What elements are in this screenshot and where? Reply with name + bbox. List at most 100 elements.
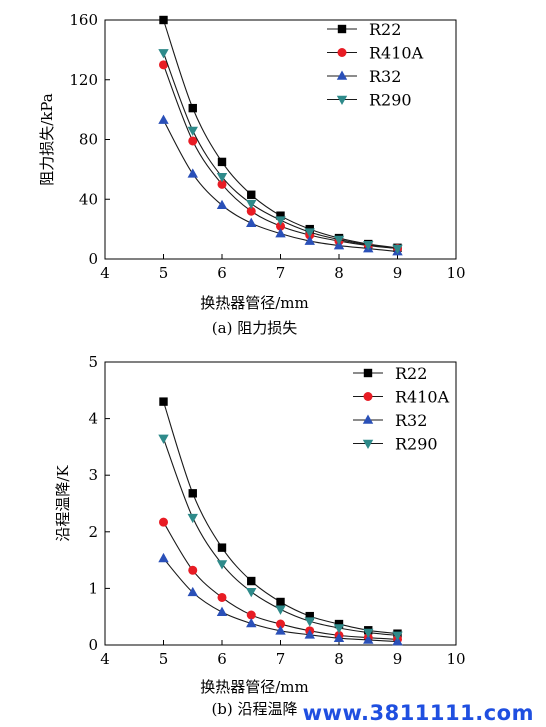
y-tick-label: 0 xyxy=(88,636,98,654)
data-point-r22 xyxy=(247,576,256,586)
data-point-r32 xyxy=(187,168,198,178)
data-point-r32 xyxy=(275,625,286,635)
x-tick-label: 10 xyxy=(446,264,465,282)
figure-caption: (a) 阻力损失 xyxy=(212,319,297,337)
data-point-r22 xyxy=(217,543,227,552)
data-point-r290 xyxy=(216,560,228,570)
data-point-r32 xyxy=(216,199,228,210)
data-point-r22 xyxy=(247,190,256,199)
legend-label-r32: R32 xyxy=(369,67,401,86)
data-point-r290 xyxy=(187,513,198,524)
legend-marker-r32 xyxy=(336,70,348,80)
data-point-r290 xyxy=(333,235,345,246)
legend-label-r410a: R410A xyxy=(395,388,450,407)
legend-label-r22: R22 xyxy=(395,364,427,383)
legend-label-r22: R22 xyxy=(369,20,401,39)
x-tick-label: 6 xyxy=(217,650,227,668)
x-tick-label: 8 xyxy=(334,264,344,282)
data-point-r290 xyxy=(333,624,345,634)
x-tick-label: 5 xyxy=(159,650,169,668)
x-axis-label: 换热器管径/mm xyxy=(200,294,309,312)
y-tick-label: 40 xyxy=(79,190,98,208)
data-point-r22 xyxy=(188,489,197,498)
data-point-r290 xyxy=(246,199,257,210)
data-point-r410a xyxy=(159,517,168,527)
figure-caption: (b) 沿程温降 xyxy=(211,700,297,718)
data-point-r290 xyxy=(275,216,286,226)
y-tick-label: 3 xyxy=(88,466,98,484)
legend-label-r290: R290 xyxy=(369,91,412,110)
data-point-r290 xyxy=(187,126,198,137)
data-point-r410a xyxy=(276,619,285,629)
data-point-r410a xyxy=(246,610,256,620)
data-point-r22 xyxy=(276,597,285,607)
data-point-r410a xyxy=(188,565,198,575)
y-tick-label: 5 xyxy=(88,353,98,371)
y-axis-label: 沿程温降/K xyxy=(54,465,72,542)
y-tick-label: 160 xyxy=(69,11,98,29)
data-point-r32 xyxy=(363,634,374,644)
legend-label-r290: R290 xyxy=(395,435,438,454)
data-point-r22 xyxy=(217,157,227,167)
data-point-r32 xyxy=(275,228,286,238)
data-point-r410a xyxy=(276,221,285,231)
y-axis-label: 阻力损失/kPa xyxy=(38,93,56,186)
y-tick-label: 4 xyxy=(88,410,98,428)
x-tick-label: 9 xyxy=(393,650,403,668)
data-point-r290 xyxy=(246,587,257,598)
x-tick-label: 9 xyxy=(393,264,403,282)
x-tick-label: 6 xyxy=(217,264,227,282)
data-point-r290 xyxy=(275,605,286,615)
data-point-r290 xyxy=(304,228,315,238)
data-point-r410a xyxy=(217,179,227,189)
x-tick-label: 4 xyxy=(100,650,110,668)
data-point-r32 xyxy=(246,217,257,227)
legend-marker-r410a xyxy=(363,392,373,401)
data-point-r32 xyxy=(304,235,315,245)
x-tick-label: 8 xyxy=(334,650,344,668)
data-point-r32 xyxy=(187,586,198,597)
data-point-r22 xyxy=(159,397,168,406)
y-tick-label: 2 xyxy=(88,523,98,541)
data-point-r32 xyxy=(158,114,169,124)
legend-marker-r22 xyxy=(337,24,347,34)
x-tick-label: 4 xyxy=(100,264,110,282)
data-point-r32 xyxy=(246,617,257,628)
x-tick-label: 5 xyxy=(159,264,169,282)
chart-resistance-loss: 4 5 6 7 8 9 10 0 40 80 120 160 换热器管径/mm 阻力损失/kPa (a) 阻… xyxy=(38,11,466,337)
chart-temperature-drop: 4 5 6 7 8 9 10 0 1 2 3 4 5 换热器管径/mm 沿程温降/K (b) 沿程温降 R22 R… xyxy=(54,353,466,718)
data-point-r22 xyxy=(276,211,285,220)
legend-marker-r290 xyxy=(336,95,348,105)
data-point-r290 xyxy=(392,244,403,255)
data-point-r410a xyxy=(188,136,198,146)
data-point-r290 xyxy=(158,49,169,59)
data-point-r32 xyxy=(216,606,228,616)
data-point-r22 xyxy=(188,103,197,113)
data-point-r290 xyxy=(363,241,374,251)
y-tick-label: 0 xyxy=(88,250,98,268)
data-point-r410a xyxy=(246,206,256,216)
data-point-r22 xyxy=(334,619,344,629)
legend-marker-r290 xyxy=(362,439,374,449)
x-tick-label: 7 xyxy=(276,650,286,668)
legend-marker-r22 xyxy=(363,368,373,378)
data-point-r410a xyxy=(159,60,168,70)
x-tick-label: 7 xyxy=(276,264,286,282)
legend-label-r410a: R410A xyxy=(369,44,424,63)
y-tick-label: 80 xyxy=(79,131,98,149)
data-point-r32 xyxy=(158,552,169,563)
data-point-r32 xyxy=(304,629,315,639)
legend-marker-r410a xyxy=(337,48,347,57)
x-tick-label: 10 xyxy=(446,650,465,668)
legend-label-r32: R32 xyxy=(395,411,427,430)
data-point-r22 xyxy=(159,15,168,25)
watermark: www.3811111.com xyxy=(302,701,534,725)
data-point-r290 xyxy=(158,434,169,444)
y-tick-label: 1 xyxy=(88,579,98,597)
data-point-r290 xyxy=(216,173,228,183)
data-point-r22 xyxy=(305,611,314,621)
data-point-r290 xyxy=(363,628,374,639)
legend-marker-r32 xyxy=(362,414,374,424)
data-point-r290 xyxy=(392,631,403,641)
